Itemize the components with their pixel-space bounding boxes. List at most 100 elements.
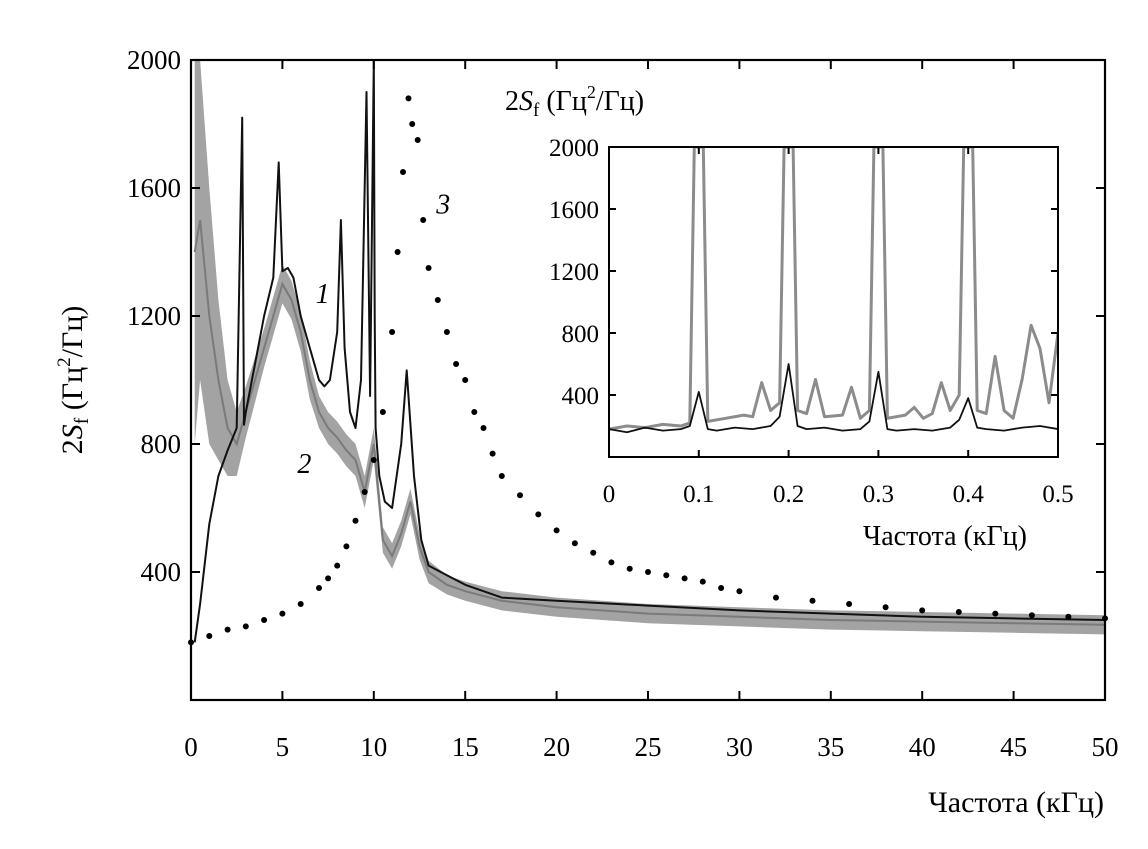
series-3-point [316,585,322,591]
series-3-point [379,409,386,415]
x-tick-label: 25 [635,732,662,762]
series-3-point [480,425,487,431]
main-x-axis-title: Частота (кГц) [928,786,1104,819]
series-3-point [352,517,359,524]
x-tick-label: 15 [452,732,479,762]
curve-label-1: 1 [316,279,330,310]
series-3-point [809,597,816,604]
y-tick-label: 800 [141,429,182,459]
series-3-point [370,457,377,463]
series-3-point [434,297,441,303]
series-3-point [517,492,523,499]
series-3-point [325,575,332,582]
series-3-point [420,217,427,223]
series-3-point [462,377,469,383]
inset-x-tick-labels: 0 0.1 0.2 0.3 0.4 0.5 [603,481,1074,508]
inset-plot-frame [608,146,1059,458]
series-3-point [261,617,268,623]
main-axis-ticks [190,59,1106,700]
curve-label-3: 3 [435,190,450,221]
x-tick-label: 40 [909,732,936,762]
series-3-point [443,329,450,335]
inset-y-axis-title: 2Sf (Гц2/Гц) [505,82,644,121]
x-tick-label: 45 [1000,732,1027,762]
series-3-point [663,572,670,579]
inset-y-axis-title-unit: (Гц [539,86,587,117]
series-3-point [1028,612,1035,619]
y-tick-label: 400 [141,557,182,587]
inset-chart: 400 800 1200 1600 2000 0 0.1 0.2 0.3 0.4 0.5 Част… [505,82,1074,552]
main-y-axis-title-base: 2 [56,439,89,454]
inset-y-axis-title-base: 2 [505,86,519,117]
series-3-point [343,543,350,550]
series-3-point [882,604,889,611]
series-3-point [1065,613,1072,620]
y-tick-label: 1200 [127,301,181,331]
x-tick-label: 20 [543,732,570,762]
main-y-axis-title-symbol: S [56,424,89,439]
inset-axis-ticks [608,146,1059,457]
series-3-point [453,361,460,367]
series-3-point [590,549,597,556]
series-3-point [409,121,416,127]
series-3-point [471,409,478,415]
inset-y-axis-title-symbol: S [519,86,533,117]
series-3-point [242,623,249,630]
y-tick-label: 1600 [549,197,599,224]
series-3-point [334,562,341,569]
x-tick-label: 35 [817,732,844,762]
series-3-point [699,578,706,585]
series-3-point [498,473,505,479]
main-y-axis-title-superscript: 2 [54,357,75,367]
series-3-point [279,610,286,617]
series-3-point [992,610,999,617]
y-tick-label: 400 [562,383,600,410]
series-3-point [955,609,962,615]
inset-y-tick-labels: 400 800 1200 1600 2000 [549,135,599,410]
main-series-lines-layer [193,59,1106,643]
y-tick-label: 2000 [127,45,181,75]
series-3-point [645,569,651,575]
series-3-point [773,594,779,601]
x-tick-label: 0.3 [863,481,894,508]
x-tick-label: 0.4 [953,481,985,508]
series-3-point [681,575,688,582]
series-3-point [919,607,926,614]
series-3-point [553,527,560,534]
y-tick-label: 1200 [549,259,599,286]
x-tick-label: 50 [1092,732,1119,762]
main-x-tick-labels: 0 5 10 15 20 25 30 35 40 45 50 [184,732,1118,762]
series-3-point [405,95,412,102]
series-3-dots-layer [188,95,1108,646]
series-3-point [361,489,368,495]
series-3-point [846,601,853,607]
y-tick-label: 800 [562,321,600,348]
inset-background [609,147,1058,457]
x-tick-label: 0.1 [683,481,714,508]
inset-series-lines-layer [609,147,1058,434]
inset-y-axis-title-unit-end: /Гц) [596,86,644,117]
series-3-point [626,565,633,572]
main-y-tick-labels: 400 800 1200 1600 2000 [127,45,181,587]
series-3-point [489,450,496,457]
series-3-point [389,329,396,335]
series-3-point [718,585,725,591]
series-3-point [224,626,231,633]
inset-x-axis-title: Частота (кГц) [863,521,1027,552]
y-tick-label: 2000 [549,135,599,162]
x-tick-label: 5 [276,732,290,762]
inset-gray-series-line [609,147,1058,431]
series-3-point [414,137,421,143]
inset-black-series-line [609,363,1058,434]
series-3-point [608,559,615,566]
series-3-point [425,265,432,271]
x-tick-label: 0.2 [773,481,804,508]
x-tick-label: 30 [726,732,753,762]
x-tick-label: 10 [360,732,387,762]
series-3-point [400,169,406,175]
x-tick-label: 0.5 [1042,481,1073,508]
series-3-point [206,633,213,639]
curve-label-2: 2 [297,449,311,480]
